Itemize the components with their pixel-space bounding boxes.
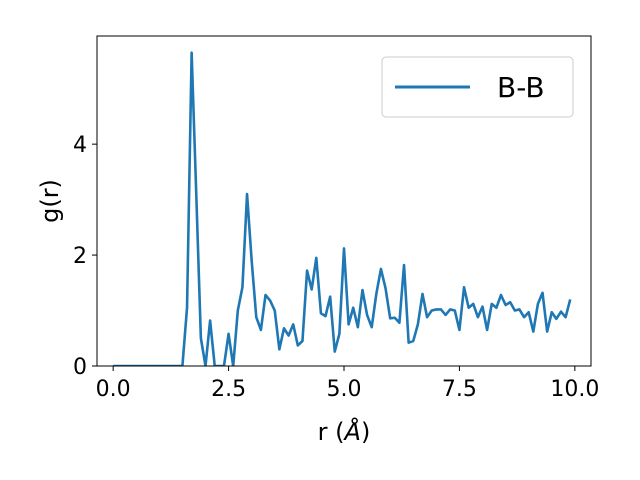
legend: B-B bbox=[381, 56, 574, 118]
plot-layer bbox=[113, 51, 572, 366]
axes-layer: 0.0 2.5 5.0 7.5 10.0 0 2 4 bbox=[73, 35, 599, 402]
legend-label-b-b: B-B bbox=[497, 71, 545, 104]
x-tick-label: 7.5 bbox=[442, 377, 477, 402]
legend-frame bbox=[381, 56, 574, 118]
x-tick-label: 0.0 bbox=[96, 377, 131, 402]
x-tick-label: 10.0 bbox=[550, 377, 599, 402]
y-tick-label: 0 bbox=[73, 355, 87, 380]
y-axis-label: g(r) bbox=[36, 179, 64, 223]
x-axis-label: r (Å) bbox=[318, 417, 371, 446]
x-tick-label: 5.0 bbox=[327, 377, 362, 402]
y-tick-label: 4 bbox=[73, 133, 87, 158]
x-tick-label: 2.5 bbox=[211, 377, 246, 402]
series-line-b-b bbox=[113, 51, 572, 366]
y-tick-label: 2 bbox=[73, 244, 87, 269]
